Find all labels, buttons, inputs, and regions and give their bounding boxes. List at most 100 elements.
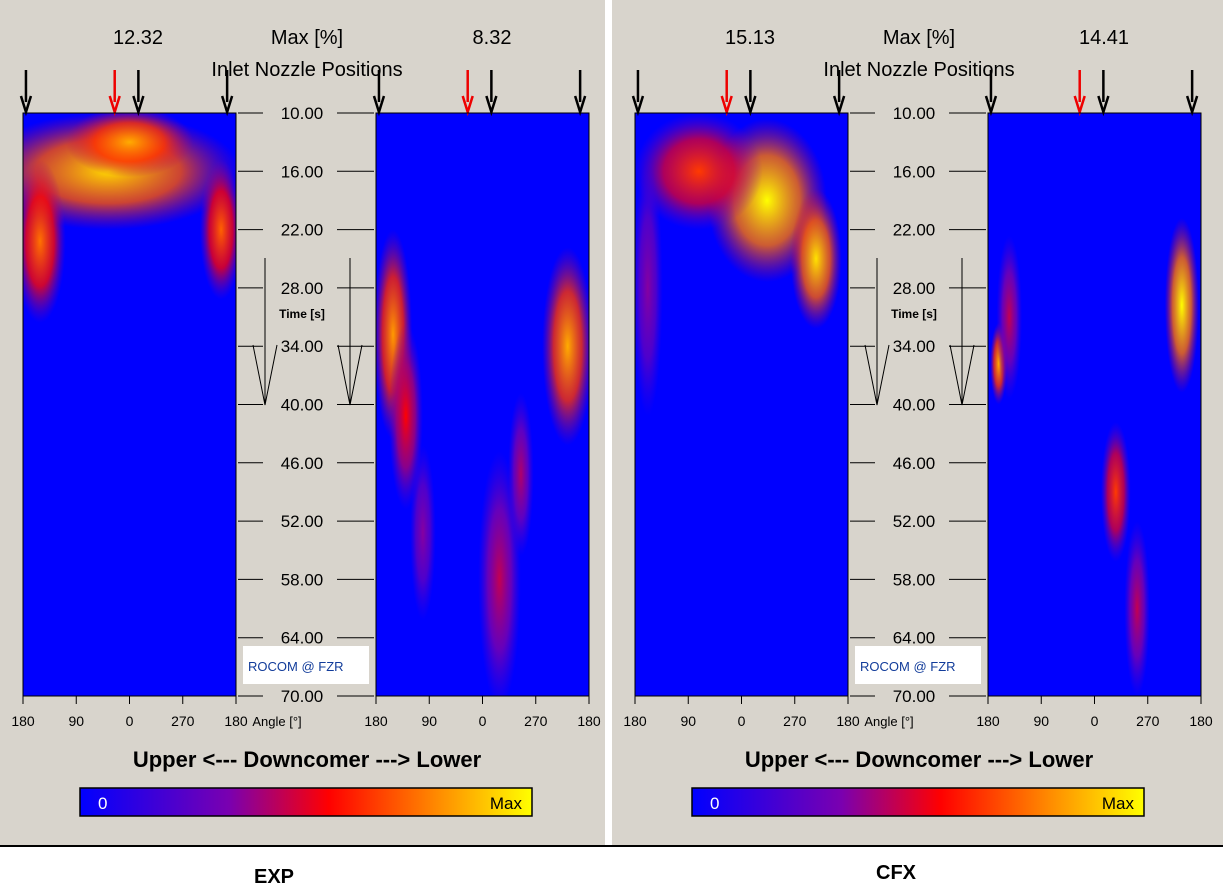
time-direction-arrow: [337, 258, 363, 406]
y-tick-label: 52.00: [281, 512, 324, 531]
max-value-upper: 15.13: [725, 27, 775, 49]
lower-hotspot: [388, 322, 423, 510]
upper-x-tick-label: 270: [171, 713, 195, 729]
lower-x-tick-label: 180: [364, 713, 388, 729]
lower-hotspot: [508, 392, 534, 557]
lower-hotspot: [996, 235, 1023, 399]
upper-x-tick-label: 90: [68, 713, 84, 729]
upper-x-tick-label: 90: [680, 713, 696, 729]
upper-hotspot: [790, 188, 842, 329]
upper-nozzle-arrow: [720, 70, 733, 117]
cfx-panel: 15.13 Max [%] 14.41 Inlet Nozzle Positions 1…: [612, 0, 1223, 845]
y-tick-label: 28.00: [281, 279, 324, 298]
y-tick-label: 58.00: [893, 570, 936, 589]
lower-x-tick-label: 0: [1091, 713, 1099, 729]
lower-hotspot: [1164, 217, 1199, 393]
upper-x-tick-label: 180: [224, 713, 248, 729]
y-tick-label: 28.00: [893, 279, 936, 298]
y-tick-label: 70.00: [893, 687, 936, 706]
upper-nozzle-arrow: [744, 70, 757, 117]
colorbar-max-label: Max: [490, 794, 523, 813]
upper-hotspot: [199, 159, 236, 300]
upper-nozzle-arrow: [108, 70, 121, 117]
logo-text: ROCOM @ FZR: [860, 659, 956, 674]
colorbar-max-label: Max: [1102, 794, 1135, 813]
y-tick-label: 58.00: [281, 570, 324, 589]
lower-nozzle-arrow: [485, 70, 498, 117]
y-tick-label: 16.00: [893, 162, 936, 181]
x-axis-label: Angle [°]: [864, 714, 913, 729]
lower-background: [988, 113, 1201, 696]
time-direction-arrow: [252, 258, 278, 406]
max-value-lower: 14.41: [1079, 27, 1129, 49]
time-direction-arrow: [864, 258, 890, 406]
upper-plot-frame: [22, 112, 237, 697]
y-tick-label: 52.00: [893, 512, 936, 531]
lower-nozzle-arrow: [984, 70, 998, 117]
upper-nozzle-arrow: [832, 70, 846, 117]
upper-hotspot: [635, 159, 663, 417]
upper-x-tick-label: 180: [836, 713, 860, 729]
y-axis-label: Time [s]: [279, 307, 325, 321]
upper-nozzle-arrow: [220, 70, 234, 117]
logo-text: ROCOM @ FZR: [248, 659, 344, 674]
time-direction-arrow: [949, 258, 975, 406]
lower-nozzle-arrow: [1097, 70, 1110, 117]
upper-x-tick-label: 270: [783, 713, 807, 729]
colorbar: [79, 787, 533, 817]
y-tick-label: 22.00: [281, 221, 324, 240]
lower-nozzle-arrow: [461, 70, 474, 117]
lower-nozzle-arrow: [1073, 70, 1086, 117]
lower-x-tick-label: 90: [1033, 713, 1049, 729]
y-tick-label: 34.00: [281, 337, 324, 356]
upper-x-tick-label: 180: [11, 713, 35, 729]
x-axis-label: Angle [°]: [252, 714, 301, 729]
downcomer-caption: Upper <--- Downcomer ---> Lower: [133, 747, 482, 772]
upper-heatmap: [23, 113, 236, 696]
max-value-upper: 12.32: [113, 27, 163, 49]
y-tick-label: 46.00: [893, 454, 936, 473]
upper-x-tick-label: 0: [738, 713, 746, 729]
exp-chart: 12.32 Max [%] 8.32 Inlet Nozzle Positions 10…: [11, 27, 601, 817]
upper-x-tick-label: 180: [623, 713, 647, 729]
lower-hotspot: [1124, 521, 1150, 696]
lower-x-tick-label: 270: [1136, 713, 1160, 729]
lower-x-tick-label: 0: [479, 713, 487, 729]
lower-plot-frame: [375, 112, 590, 697]
upper-nozzle-arrow: [19, 70, 33, 117]
max-label: Max [%]: [271, 27, 343, 49]
bottom-rule: [0, 845, 1223, 847]
downcomer-caption: Upper <--- Downcomer ---> Lower: [745, 747, 1094, 772]
upper-nozzle-arrow: [132, 70, 145, 117]
y-tick-label: 70.00: [281, 687, 324, 706]
upper-hotspot: [23, 159, 66, 323]
y-tick-label: 22.00: [893, 221, 936, 240]
lower-heatmap: [376, 113, 589, 696]
y-tick-label: 46.00: [281, 454, 324, 473]
upper-hotspot: [635, 113, 763, 230]
exp-caption: EXP: [254, 866, 295, 888]
lower-x-tick-label: 180: [976, 713, 1000, 729]
rocom-fzr-logo: ROCOM @ FZR: [243, 646, 369, 684]
upper-heatmap: [635, 113, 848, 696]
lower-hotspot: [1100, 421, 1131, 562]
lower-hotspot: [542, 247, 589, 446]
y-tick-label: 10.00: [893, 104, 936, 123]
y-tick-label: 64.00: [893, 629, 936, 648]
y-tick-label: 16.00: [281, 162, 324, 181]
colorbar-min-label: 0: [98, 794, 107, 813]
upper-x-tick-label: 0: [126, 713, 134, 729]
y-tick-label: 10.00: [281, 104, 324, 123]
exp-panel: 12.32 Max [%] 8.32 Inlet Nozzle Positions 10…: [0, 0, 605, 845]
upper-hotspot: [65, 113, 194, 178]
max-label: Max [%]: [883, 27, 955, 49]
y-tick-label: 34.00: [893, 337, 936, 356]
panel-separator: [605, 0, 612, 845]
lower-nozzle-arrow: [1185, 70, 1199, 117]
lower-x-tick-label: 180: [1189, 713, 1213, 729]
upper-plot-frame: [634, 112, 849, 697]
lower-x-tick-label: 180: [577, 713, 601, 729]
nozzle-positions-title: Inlet Nozzle Positions: [823, 59, 1014, 81]
y-tick-label: 40.00: [281, 396, 324, 415]
lower-nozzle-arrow: [372, 70, 386, 117]
